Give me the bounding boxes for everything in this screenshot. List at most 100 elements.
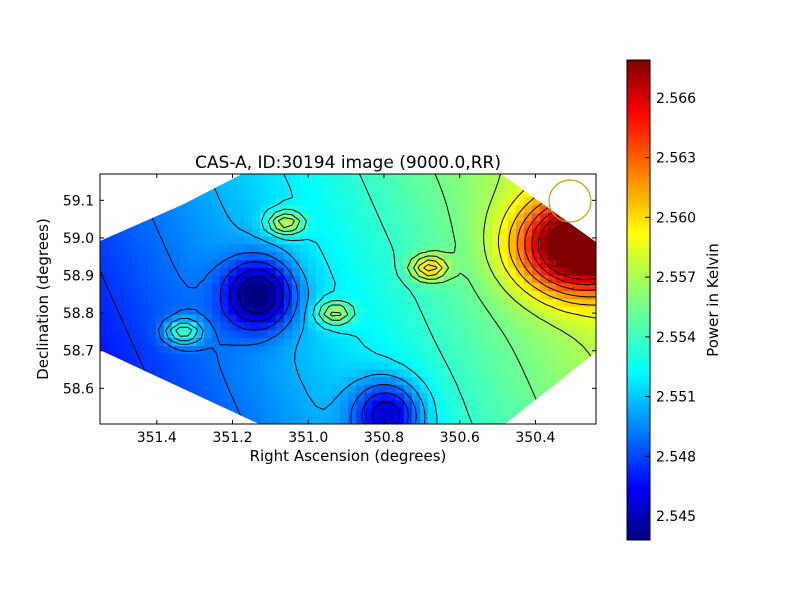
heatmap-cell [212, 267, 221, 277]
heatmap-cell [324, 291, 333, 300]
heatmap-cell [124, 259, 133, 269]
heatmap-cell [236, 236, 245, 245]
heatmap-cell [476, 392, 485, 402]
heatmap-cell [340, 369, 349, 378]
heatmap-cell [348, 205, 357, 214]
heatmap-cell [132, 361, 141, 370]
heatmap-cell [556, 338, 565, 347]
heatmap-cell [516, 213, 525, 222]
heatmap-cell [300, 291, 309, 300]
heatmap-cell [572, 322, 581, 331]
heatmap-cell [580, 283, 589, 292]
heatmap-cell [252, 392, 261, 402]
heatmap-cell [316, 400, 325, 409]
heatmap-cell [228, 353, 237, 363]
heatmap-cell [460, 400, 469, 409]
heatmap-cell [452, 291, 461, 300]
heatmap-cell [140, 283, 149, 292]
heatmap-cell [180, 252, 189, 261]
heatmap-cell [124, 314, 133, 324]
heatmap-cell [556, 228, 565, 238]
heatmap-cell [100, 322, 109, 331]
heatmap-cell [188, 228, 197, 238]
heatmap-cell [100, 338, 109, 347]
heatmap-cell [316, 228, 325, 238]
heatmap-cell [492, 408, 501, 417]
heatmap-cell [180, 299, 189, 308]
heatmap-cell [292, 275, 301, 284]
heatmap-cell [484, 291, 493, 300]
heatmap-cell [364, 408, 373, 417]
heatmap-cell [428, 338, 437, 347]
heatmap-cell [444, 392, 453, 402]
heatmap-cell [468, 213, 477, 222]
heatmap-cell [340, 322, 349, 331]
heatmap-cell [500, 377, 509, 386]
heatmap-cell [148, 267, 157, 277]
heatmap-cell [500, 267, 509, 277]
heatmap-cell [116, 259, 125, 269]
heatmap-cell [468, 189, 477, 199]
heatmap-cell [556, 369, 565, 378]
heatmap-cell [268, 377, 277, 386]
heatmap-cell [100, 283, 109, 292]
heatmap-cell [252, 408, 261, 417]
heatmap-cell [420, 345, 429, 355]
heatmap-cell [212, 306, 221, 316]
heatmap-cell [500, 275, 509, 284]
heatmap-cell [388, 330, 397, 339]
heatmap-cell [316, 338, 325, 347]
heatmap-cell [252, 197, 261, 206]
colorbar-tick-label: 2.548 [656, 449, 696, 465]
heatmap-cell [268, 283, 277, 292]
heatmap-cell [396, 314, 405, 324]
heatmap-cell [404, 361, 413, 370]
heatmap-cell [204, 244, 213, 253]
heatmap-cell [156, 369, 165, 378]
heatmap-cell [412, 314, 421, 324]
heatmap-cell [260, 322, 269, 331]
heatmap-cell [332, 314, 341, 324]
heatmap-cell [244, 252, 253, 261]
heatmap-cell [484, 384, 493, 394]
heatmap-cell [228, 291, 237, 300]
heatmap-cell [468, 220, 477, 230]
heatmap-cell [460, 236, 469, 245]
heatmap-cell [532, 228, 541, 238]
heatmap-cell [348, 197, 357, 206]
heatmap-cell [100, 299, 109, 308]
heatmap-cell [172, 377, 181, 386]
heatmap-cell [508, 345, 517, 355]
heatmap-cell [244, 377, 253, 386]
heatmap-cell [156, 330, 165, 339]
heatmap-cell [196, 220, 205, 230]
heatmap-cell [356, 322, 365, 331]
heatmap-cell [388, 259, 397, 269]
heatmap-cell [340, 416, 349, 424]
heatmap-cell [124, 267, 133, 277]
heatmap-cell [500, 299, 509, 308]
heatmap-cell [452, 275, 461, 284]
heatmap-cell [540, 291, 549, 300]
heatmap-cell [236, 322, 245, 331]
heatmap-cell [412, 377, 421, 386]
heatmap-cell [412, 299, 421, 308]
heatmap-cell [468, 416, 477, 424]
heatmap-cell [252, 299, 261, 308]
heatmap-cell [388, 322, 397, 331]
heatmap-cell [452, 392, 461, 402]
heatmap-cell [236, 369, 245, 378]
heatmap-cell [260, 213, 269, 222]
heatmap-cell [548, 244, 557, 253]
heatmap-cell [276, 275, 285, 284]
heatmap-cell [316, 314, 325, 324]
heatmap-cell [124, 236, 133, 245]
heatmap-cell [404, 259, 413, 269]
heatmap-cell [348, 384, 357, 394]
heatmap-cell [172, 306, 181, 316]
heatmap-cell [404, 345, 413, 355]
heatmap-cell [164, 213, 173, 222]
heatmap-cell [388, 228, 397, 238]
heatmap-cell [364, 338, 373, 347]
heatmap-cell [572, 338, 581, 347]
